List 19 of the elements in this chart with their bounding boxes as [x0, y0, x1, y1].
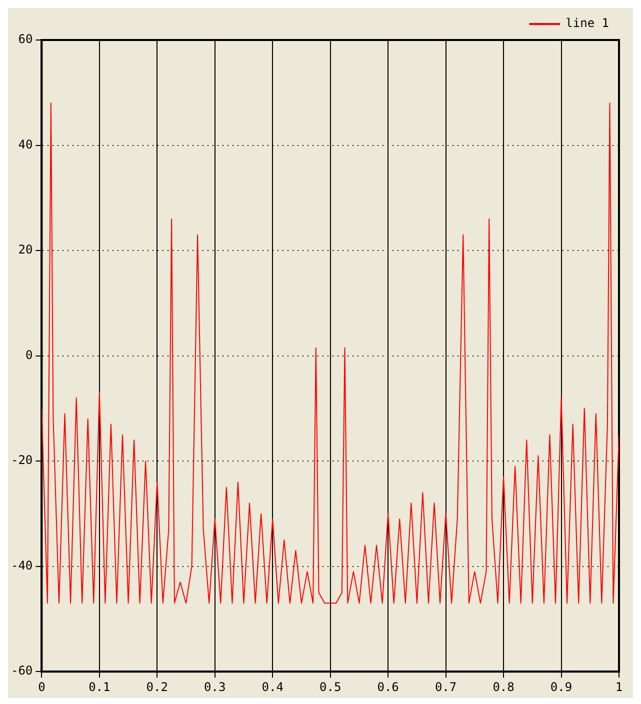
y-tick-label: 20: [18, 242, 33, 257]
x-tick-label: 0.2: [146, 680, 168, 694]
x-tick-label: 0.8: [492, 680, 514, 694]
y-tick-label: 0: [25, 348, 33, 362]
x-tick-label: 0.9: [550, 680, 572, 694]
x-tick-label: 0.6: [377, 680, 399, 694]
x-tick-label: 1: [615, 680, 623, 694]
x-tick-label: 0.5: [319, 680, 342, 694]
y-tick-label: -20: [10, 453, 33, 468]
y-tick-label: -40: [10, 558, 33, 572]
y-tick-label: 40: [18, 137, 33, 152]
x-tick-label: 0.4: [262, 680, 284, 694]
x-tick-label: 0: [38, 680, 46, 694]
x-tick-label: 0.3: [204, 680, 226, 694]
y-tick-label: -60: [10, 664, 33, 678]
legend-label: line 1: [566, 16, 610, 30]
x-tick-label: 0.1: [88, 680, 110, 694]
y-tick-label: 60: [18, 32, 33, 46]
x-tick-label: 0.7: [434, 680, 457, 694]
